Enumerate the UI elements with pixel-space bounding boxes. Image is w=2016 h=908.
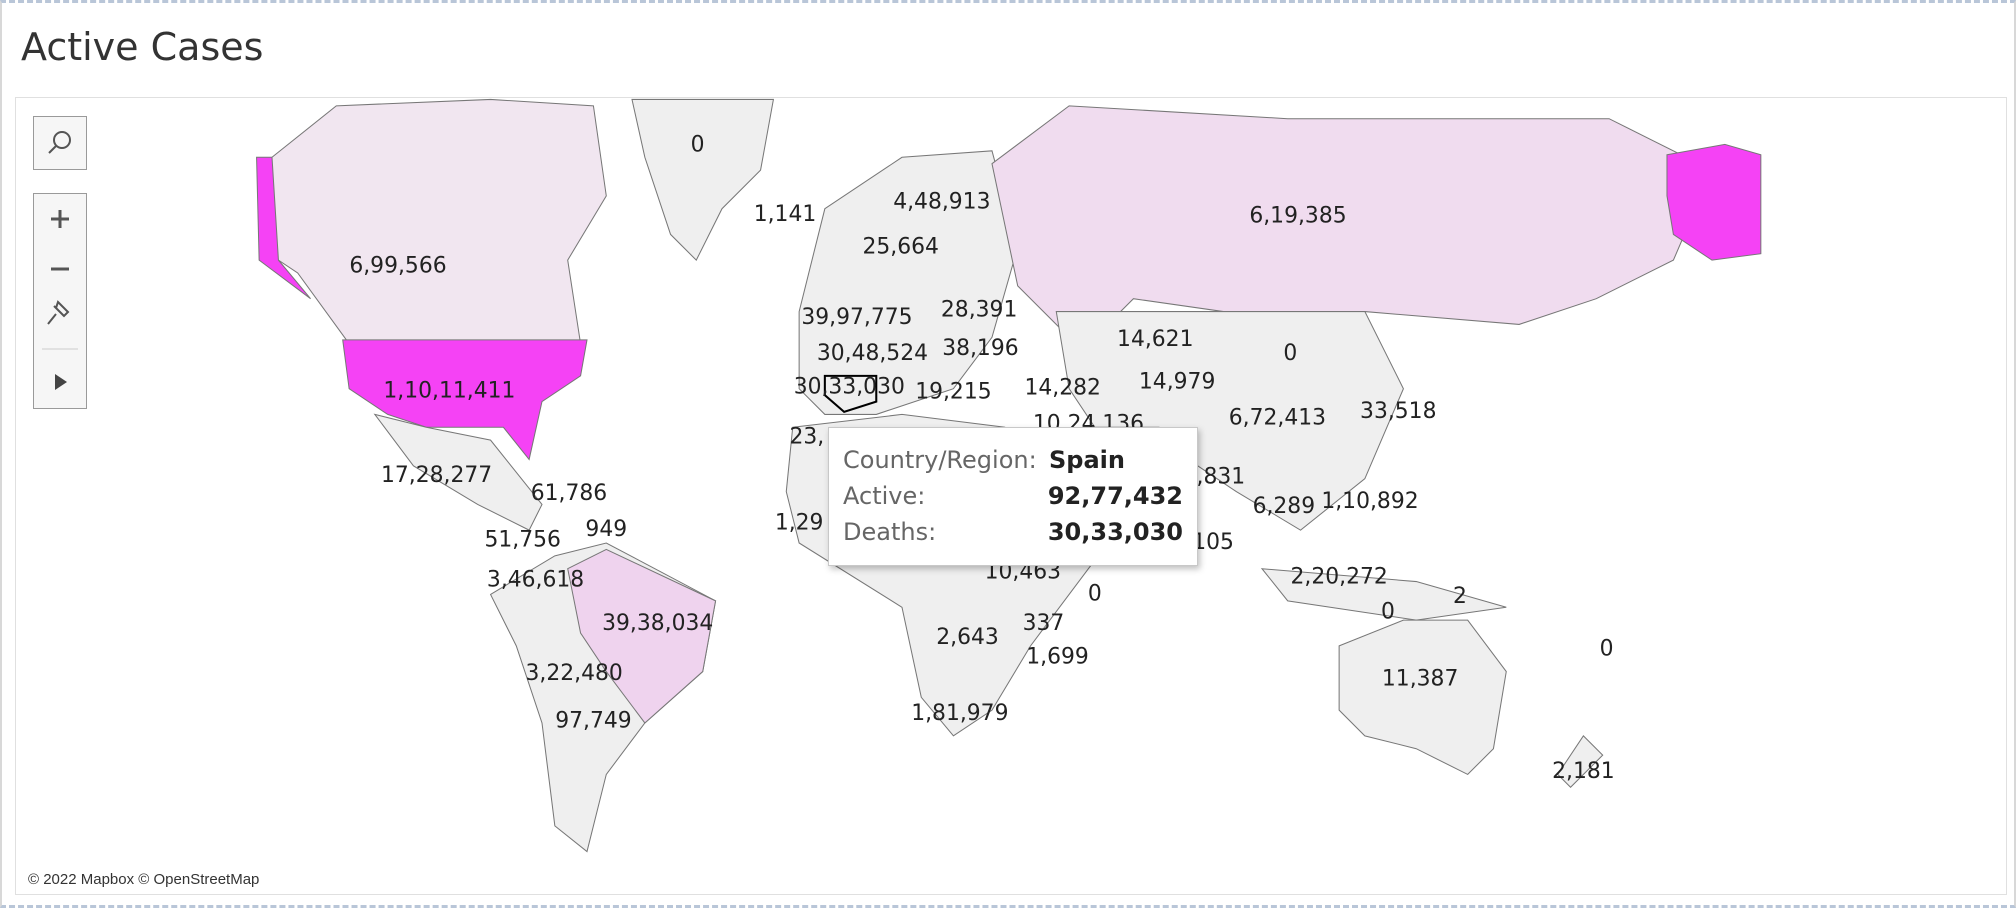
country-label: 6,99,566 xyxy=(349,254,446,279)
country-label: 1,141 xyxy=(754,202,817,227)
country-label: 0 xyxy=(1381,599,1395,624)
australia[interactable] xyxy=(1338,619,1507,776)
country-label: 30,48,524 xyxy=(817,341,928,366)
country-label: 949 xyxy=(585,517,627,542)
country-label: 1,81,979 xyxy=(911,701,1008,726)
country-label: 4,48,913 xyxy=(893,189,990,214)
country-label: 14,621 xyxy=(1117,327,1193,352)
tooltip-value: 30,33,030 xyxy=(1047,518,1183,546)
country-label: 14,979 xyxy=(1139,369,1215,394)
brazil[interactable] xyxy=(567,548,717,724)
zoom-in[interactable] xyxy=(51,210,69,228)
country-label: 6,19,385 xyxy=(1249,203,1346,228)
central-america[interactable] xyxy=(373,413,543,531)
country-label: 33,518 xyxy=(1360,399,1436,424)
country-label: 1,699 xyxy=(1026,644,1089,669)
pin[interactable] xyxy=(47,300,70,325)
country-label: 17,28,277 xyxy=(381,463,492,488)
country-label: 105 xyxy=(1192,530,1234,555)
new-zealand[interactable] xyxy=(1557,735,1604,789)
toolbar-icons xyxy=(42,210,78,390)
country-label: 30,33,030 xyxy=(794,374,905,399)
country-label: 2,181 xyxy=(1552,759,1615,784)
country-label: 0 xyxy=(1283,341,1297,366)
map-toolbar xyxy=(33,193,87,409)
country-label: 2,20,272 xyxy=(1290,565,1387,590)
tooltip-value: Spain xyxy=(1049,446,1125,474)
country-label: 6,289 xyxy=(1253,494,1316,519)
country-label: 337 xyxy=(1023,611,1065,636)
attribution[interactable]: © 2022 Mapbox © OpenStreetMap xyxy=(24,869,264,890)
country-label: 38,196 xyxy=(942,336,1018,361)
country-label: 1,29 xyxy=(775,511,824,536)
country-label: 39,97,775 xyxy=(801,305,912,330)
tooltip-key: Country/Region: xyxy=(843,446,1037,474)
tooltip: Country/Region: Spain Active: 92,77,432 Deat… xyxy=(828,427,1198,566)
search-icon xyxy=(48,131,71,154)
country-label: 1,10,11,411 xyxy=(383,378,515,403)
country-label: 2,643 xyxy=(936,625,999,650)
europe[interactable] xyxy=(798,150,1019,415)
tooltip-value: 92,77,432 xyxy=(1047,482,1183,510)
tooltip-key: Deaths: xyxy=(843,518,937,546)
tooltip-row: Country/Region: Spain xyxy=(843,442,1183,478)
country-label: 0 xyxy=(1088,581,1102,606)
country-label: 3,22,480 xyxy=(525,661,622,686)
map-view[interactable] xyxy=(15,97,2007,895)
country-label: 0 xyxy=(1600,637,1614,662)
alaska-east[interactable] xyxy=(1666,143,1762,261)
country-label: 28,391 xyxy=(941,297,1017,322)
spain-highlight[interactable] xyxy=(823,374,878,414)
indonesia[interactable] xyxy=(1260,568,1507,621)
search-button[interactable] xyxy=(33,116,87,170)
country-label: 11,387 xyxy=(1382,666,1458,691)
country-label: 51,756 xyxy=(484,527,560,552)
country-label: 14,282 xyxy=(1024,376,1100,401)
country-label: 97,749 xyxy=(555,709,631,734)
country-label: ,831 xyxy=(1197,464,1246,489)
country-label: 2 xyxy=(1453,584,1467,609)
country-label: 25,664 xyxy=(862,234,938,259)
asia[interactable] xyxy=(1055,311,1404,531)
country-label: 6,72,413 xyxy=(1229,405,1326,430)
country-label: 1,10,892 xyxy=(1321,489,1418,514)
country-label: 3,46,618 xyxy=(487,567,584,592)
country-label: 0 xyxy=(691,133,705,158)
tooltip-row: Deaths: 30,33,030 xyxy=(843,514,1183,550)
greenland[interactable] xyxy=(631,98,775,262)
country-label: 19,215 xyxy=(915,380,991,405)
sheet-title: Active Cases xyxy=(21,25,264,69)
canada[interactable] xyxy=(258,98,607,345)
country-label: 23, xyxy=(789,425,824,450)
usa[interactable] xyxy=(342,339,588,461)
tooltip-key: Active: xyxy=(843,482,926,510)
play[interactable] xyxy=(55,374,67,390)
country-label: 61,786 xyxy=(531,481,607,506)
country-label: 39,38,034 xyxy=(602,611,713,636)
alaska-west[interactable] xyxy=(256,156,311,300)
tooltip-row: Active: 92,77,432 xyxy=(843,478,1183,514)
